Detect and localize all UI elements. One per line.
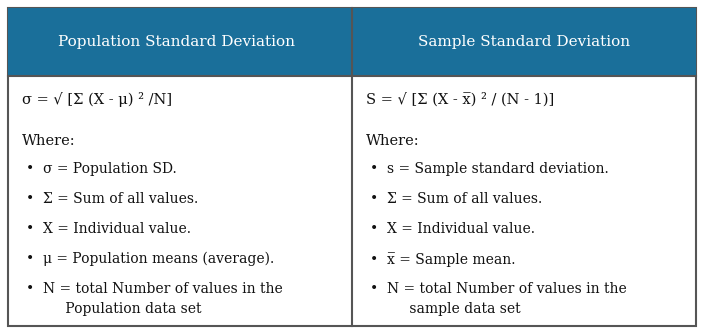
Text: Where:: Where:	[366, 134, 420, 148]
Text: •  x̅ = Sample mean.: • x̅ = Sample mean.	[370, 252, 515, 267]
Text: •  X = Individual value.: • X = Individual value.	[370, 222, 535, 236]
Text: σ = √ [Σ (X - μ) ² /N]: σ = √ [Σ (X - μ) ² /N]	[22, 92, 172, 107]
Bar	[352, 8, 696, 76]
Text: Sample Standard Deviation: Sample Standard Deviation	[418, 35, 630, 49]
Text: Where:: Where:	[22, 134, 75, 148]
Text: •  N = total Number of values in the
         Population data set: • N = total Number of values in the Popu…	[26, 282, 283, 316]
Bar	[8, 8, 352, 76]
Text: •  N = total Number of values in the
         sample data set: • N = total Number of values in the samp…	[370, 282, 627, 316]
Text: •  σ = Population SD.: • σ = Population SD.	[26, 162, 177, 176]
Text: •  Σ = Sum of all values.: • Σ = Sum of all values.	[26, 192, 199, 206]
Text: Population Standard Deviation: Population Standard Deviation	[58, 35, 294, 49]
Text: •  Σ = Sum of all values.: • Σ = Sum of all values.	[370, 192, 542, 206]
Text: •  X = Individual value.: • X = Individual value.	[26, 222, 191, 236]
Text: •  μ = Population means (average).: • μ = Population means (average).	[26, 252, 275, 267]
Text: S = √ [Σ (X - x̅) ² / (N - 1)]: S = √ [Σ (X - x̅) ² / (N - 1)]	[366, 92, 554, 106]
Text: •  s = Sample standard deviation.: • s = Sample standard deviation.	[370, 162, 609, 176]
